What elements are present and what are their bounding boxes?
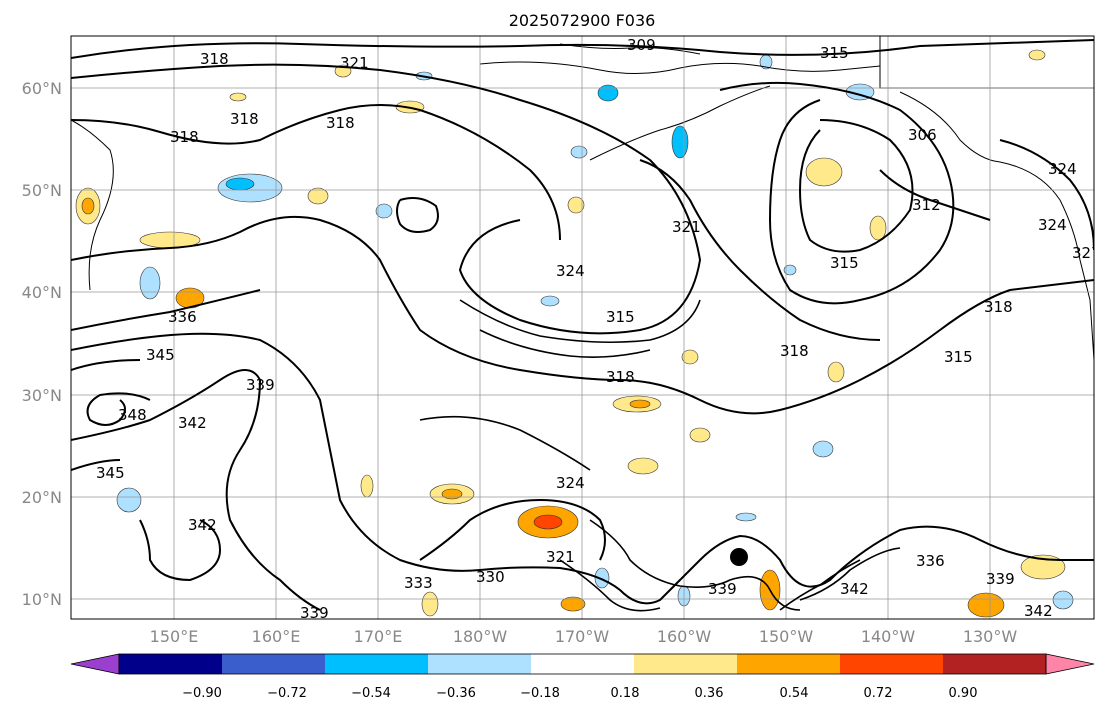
- positive-anomaly-patches: [75, 49, 1066, 618]
- colorbar-swatch: [428, 654, 532, 674]
- contour-label: 345: [146, 346, 175, 364]
- lat-label: 50°N: [22, 181, 62, 200]
- lat-label: 20°N: [22, 488, 62, 507]
- lon-label: 160°E: [252, 627, 301, 646]
- contour-label: 345: [96, 464, 125, 482]
- lon-label: 150°W: [759, 627, 814, 646]
- lat-label: 10°N: [22, 590, 62, 609]
- lon-label: 180°W: [453, 627, 508, 646]
- colorbar-label: −0.90: [182, 686, 222, 701]
- contour-lines-inner: [419, 299, 901, 612]
- map-frame: [70, 35, 1095, 620]
- contour-label: 330: [476, 568, 505, 586]
- lon-label: 170°W: [555, 627, 610, 646]
- contour-label: 321: [672, 218, 701, 236]
- contour-label: 318: [780, 342, 809, 360]
- contour-label: 315: [820, 44, 849, 62]
- latitude-labels: 60°N 50°N 40°N 30°N 20°N 10°N: [22, 79, 62, 609]
- contour-label: 333: [404, 574, 433, 592]
- contour-label: 315: [830, 254, 859, 272]
- lon-label: 170°E: [354, 627, 403, 646]
- lat-label: 30°N: [22, 386, 62, 405]
- colorbar: [70, 653, 1095, 675]
- colorbar-label: 0.36: [695, 686, 724, 701]
- map-panel: 318 321 309 315 318 318 318 306 324 312 …: [71, 36, 1101, 622]
- colorbar-frame: [118, 653, 1047, 675]
- colorbar-swatch: [222, 654, 326, 674]
- colorbar-label: 0.18: [611, 686, 640, 701]
- contour-label: 318: [230, 110, 259, 128]
- lat-label: 40°N: [22, 283, 62, 302]
- lon-label: 130°W: [963, 627, 1018, 646]
- contour-label: 321: [340, 54, 369, 72]
- contour-label: 318: [984, 298, 1013, 316]
- contour-label: 318: [326, 114, 355, 132]
- contour-label: 312: [912, 196, 941, 214]
- contour-label: 318: [606, 368, 635, 386]
- colorbar-label: −0.54: [351, 686, 391, 701]
- lat-label: 60°N: [22, 79, 62, 98]
- storm-position-icon: [730, 548, 748, 566]
- colorbar-swatch: [840, 654, 944, 674]
- lon-label: 150°E: [150, 627, 199, 646]
- contour-label: 348: [118, 406, 147, 424]
- colorbar-swatch: [943, 654, 1047, 674]
- contour-label: 309: [627, 36, 656, 54]
- contour-label: 336: [916, 552, 945, 570]
- contour-lines: [71, 39, 1094, 611]
- lon-label: 160°W: [657, 627, 712, 646]
- colorbar-swatch: [634, 654, 738, 674]
- contour-label: 339: [246, 376, 275, 394]
- contour-label: 342: [178, 414, 207, 432]
- contour-label: 339: [986, 570, 1015, 588]
- contour-label: 321: [546, 548, 575, 566]
- colorbar-label: −0.36: [436, 686, 476, 701]
- contour-label: 318: [200, 50, 229, 68]
- contour-label: 327: [1072, 244, 1101, 262]
- contour-label: 324: [556, 262, 585, 280]
- contour-label: 342: [840, 580, 869, 598]
- colorbar-label: 0.54: [780, 686, 809, 701]
- contour-value-labels: 318 321 309 315 318 318 318 306 324 312 …: [96, 36, 1101, 622]
- contour-label: 339: [708, 580, 737, 598]
- colorbar-swatch: [531, 654, 635, 674]
- contour-label: 315: [606, 308, 635, 326]
- colorbar-swatch: [119, 654, 223, 674]
- contour-label: 324: [556, 474, 585, 492]
- contour-label: 339: [300, 604, 329, 622]
- contour-label: 324: [1038, 216, 1067, 234]
- contour-label: 336: [168, 308, 197, 326]
- contour-label: 342: [1024, 602, 1053, 620]
- colorbar-label: 0.72: [864, 686, 893, 701]
- colorbar-swatch: [325, 654, 429, 674]
- longitude-labels: 150°E 160°E 170°E 180°W 170°W 160°W 150°…: [150, 627, 1018, 646]
- colorbar-extend-high: [1045, 653, 1095, 675]
- colorbar-label: −0.72: [267, 686, 307, 701]
- lon-label: 140°W: [861, 627, 916, 646]
- map-title: 2025072900 F036: [509, 11, 656, 30]
- contour-label: 324: [1048, 160, 1077, 178]
- contour-label: 315: [944, 348, 973, 366]
- contour-label: 306: [908, 126, 937, 144]
- colorbar-label: −0.18: [520, 686, 560, 701]
- gridlines: [71, 36, 1094, 619]
- contour-label: 342: [188, 516, 217, 534]
- colorbar-extend-low: [70, 653, 120, 675]
- colorbar-labels: −0.90 −0.72 −0.54 −0.36 −0.18 0.18 0.36 …: [182, 686, 977, 701]
- colorbar-label: 0.90: [949, 686, 978, 701]
- colorbar-swatch: [737, 654, 841, 674]
- contour-label: 318: [170, 128, 199, 146]
